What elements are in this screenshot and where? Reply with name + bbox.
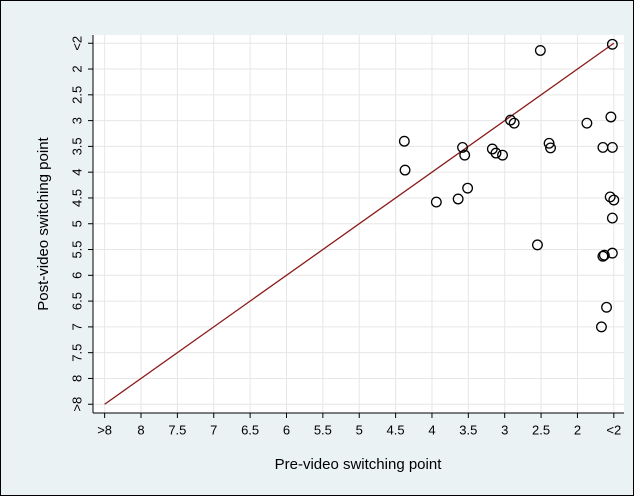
y-tick-label: 4: [69, 169, 84, 176]
point: [581, 117, 593, 129]
point: [608, 194, 620, 206]
point: [606, 141, 618, 153]
point: [430, 196, 442, 208]
y-axis-title: Post-video switching point: [35, 136, 52, 310]
y-tick-label: 3: [69, 117, 84, 124]
x-tick-label: 2.5: [532, 422, 550, 437]
point: [497, 149, 508, 161]
point: [452, 193, 464, 205]
point: [545, 142, 556, 154]
y-tick-label: >8: [69, 397, 84, 412]
point: [598, 249, 610, 261]
x-tick-label: 4: [428, 422, 435, 437]
x-tick-label: 8: [137, 422, 144, 437]
x-tick-label: 2: [574, 422, 581, 437]
point: [399, 164, 411, 176]
reference-line: [104, 42, 615, 405]
x-tick-label: 6: [283, 422, 290, 437]
x-tick-label: 5.5: [314, 422, 332, 437]
y-tick-label: 4.5: [69, 189, 84, 207]
point: [596, 321, 607, 333]
y-tick-label: 2.5: [69, 86, 84, 104]
y-tick-label: 5: [69, 220, 84, 227]
point: [457, 141, 468, 153]
y-tick-label: 2: [69, 65, 84, 72]
point: [459, 149, 471, 161]
y-tick-label: 7.5: [69, 344, 84, 362]
point: [531, 239, 543, 251]
y-tick-label: 8: [69, 375, 84, 382]
x-tick-label: 3: [501, 422, 508, 437]
x-axis-title: Pre-video switching point: [275, 456, 443, 473]
point: [601, 301, 612, 313]
x-tick-label: 3.5: [459, 422, 477, 437]
point: [604, 191, 616, 203]
x-tick-label: 5: [356, 422, 363, 437]
point: [508, 117, 520, 129]
y-tick-label: 6: [69, 272, 84, 279]
x-tick-label: 6.5: [241, 422, 259, 437]
y-tick-label: 3.5: [69, 137, 84, 155]
x-tick-label: <2: [606, 422, 621, 437]
point: [505, 114, 516, 126]
point: [606, 212, 618, 224]
point: [462, 182, 474, 194]
y-tick-label: 5.5: [69, 240, 84, 258]
x-tick-label: 7.5: [168, 422, 186, 437]
point: [543, 137, 555, 149]
y-tick-label: 7: [69, 323, 84, 330]
x-tick-label: >8: [97, 422, 112, 437]
y-tick-label: 6.5: [69, 292, 84, 310]
point: [605, 111, 617, 123]
y-tick-label: <2: [69, 36, 84, 51]
x-tick-label: 4.5: [387, 422, 405, 437]
point: [606, 247, 618, 259]
point: [597, 250, 609, 262]
point: [534, 45, 546, 56]
point: [398, 135, 410, 147]
x-tick-label: 7: [210, 422, 217, 437]
point: [606, 38, 618, 50]
point: [490, 147, 502, 159]
